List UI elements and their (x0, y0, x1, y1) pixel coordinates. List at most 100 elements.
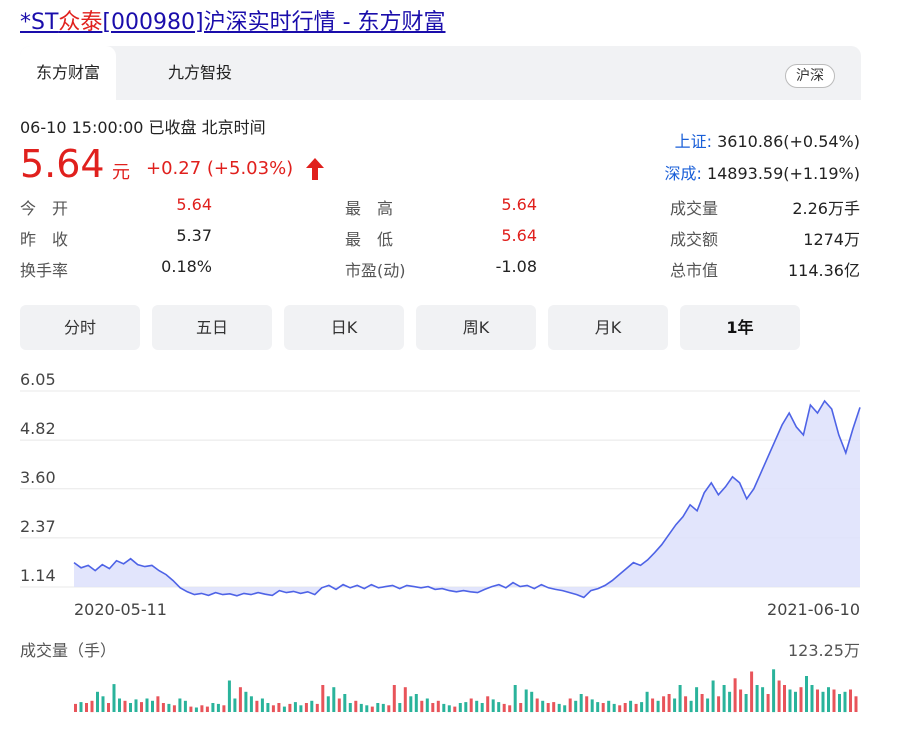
volume-bar (530, 691, 534, 713)
page-title-link[interactable]: *ST众泰[000980]沪深实时行情 - 东方财富 (20, 4, 446, 36)
volume-bar (332, 687, 336, 712)
volume-chart (74, 669, 858, 713)
index-name: 上证: (674, 132, 713, 151)
volume-bar (502, 703, 506, 712)
volume-bar (744, 694, 748, 712)
volume-bar (799, 687, 803, 712)
volume-bar (766, 694, 770, 712)
volume-bar (359, 703, 363, 712)
price-area (74, 401, 860, 598)
volume-bar (216, 703, 220, 712)
index-shenzhen[interactable]: 深成: 14893.59(+1.19%) (664, 160, 860, 184)
price-change: +0.27 (+5.03%) (146, 158, 294, 179)
period-button[interactable]: 月K (548, 305, 668, 350)
title-highlight: 众泰 (58, 10, 103, 35)
volume-bar (96, 691, 99, 713)
y-tick-label: 3.60 (20, 468, 56, 487)
volume-bar (321, 685, 325, 712)
stat-label: 市盈(动) (345, 261, 406, 280)
volume-bar (79, 702, 83, 712)
volume-bar (403, 687, 407, 712)
volume-bar (689, 700, 693, 713)
volume-bar (398, 703, 402, 712)
tab-dongfangcaifu[interactable]: 东方财富 (20, 46, 116, 100)
volume-bar (85, 703, 88, 712)
volume-bar (299, 705, 303, 713)
volume-bar (480, 703, 484, 712)
volume-bar (579, 694, 583, 712)
volume-bar (810, 685, 814, 712)
volume-bar (568, 698, 572, 712)
stat-value: 1274万 (803, 230, 860, 249)
volume-bar (816, 689, 819, 712)
volume-bar (183, 700, 187, 713)
volume-bar (596, 702, 600, 712)
volume-bar (266, 703, 270, 712)
index-name: 深成: (664, 164, 702, 183)
volume-bar (574, 700, 578, 713)
volume-bar (238, 687, 242, 712)
source-tabs: 东方财富 九方智投 沪深 (20, 46, 861, 100)
stat-label: 总市值 (670, 261, 719, 280)
stat-label: 成交额 (670, 230, 719, 249)
stat-value: 0.18% (161, 257, 212, 276)
period-button[interactable]: 1年 (680, 305, 800, 350)
volume-max-label: 123.25万 (788, 641, 860, 660)
volume-bar (123, 700, 127, 713)
volume-bar (414, 694, 418, 712)
volume-bar (151, 700, 154, 713)
period-button[interactable]: 日K (284, 305, 404, 350)
volume-bar (233, 698, 237, 712)
volume-bar (491, 699, 495, 712)
volume-bar (447, 705, 451, 713)
volume-bar (843, 691, 847, 713)
price-unit: 元 (112, 162, 130, 183)
tab-jiufangzhitou[interactable]: 九方智投 (168, 63, 233, 82)
market-badge[interactable]: 沪深 (785, 64, 835, 88)
period-button[interactable]: 五日 (152, 305, 272, 350)
volume-bar (90, 700, 94, 713)
period-button[interactable]: 周K (416, 305, 536, 350)
volume-bar (667, 694, 671, 712)
volume-bar (777, 680, 781, 712)
volume-bar (717, 696, 721, 712)
volume-bar (370, 706, 374, 712)
volume-bar (651, 698, 655, 712)
volume-bar (74, 703, 77, 712)
volume-bar (282, 706, 286, 712)
volume-bar (409, 696, 413, 712)
stat-value: -1.08 (495, 257, 537, 276)
volume-bar (739, 689, 743, 712)
stat-value: 5.37 (176, 226, 212, 245)
volume-bar (678, 685, 682, 712)
volume-bar (590, 699, 594, 712)
volume-bar (513, 685, 517, 712)
volume-bar (343, 694, 347, 712)
volume-bar (315, 703, 319, 712)
volume-bar (849, 689, 852, 712)
volume-bar (783, 685, 786, 712)
quote-timestamp: 06-10 15:00:00 已收盘 北京时间 (20, 118, 266, 137)
volume-bar (524, 689, 528, 712)
volume-bar (227, 680, 231, 712)
volume-bar (101, 696, 105, 712)
title-suffix: [000980]沪深实时行情 - 东方财富 (102, 10, 446, 35)
index-shanghai[interactable]: 上证: 3610.86(+0.54%) (675, 128, 860, 152)
volume-bar (788, 689, 792, 712)
volume-bar (700, 694, 704, 712)
volume-bar (107, 703, 110, 712)
volume-bar (750, 671, 754, 712)
volume-bar (458, 703, 462, 712)
volume-bar (508, 705, 512, 713)
x-tick-label: 2020-05-11 (74, 600, 167, 619)
volume-bar (140, 702, 143, 712)
period-button[interactable]: 分时 (20, 305, 140, 350)
volume-bar (519, 703, 523, 712)
volume-bar (288, 703, 292, 712)
volume-bar (733, 678, 737, 713)
volume-bar (249, 696, 253, 712)
volume-bar (832, 689, 836, 712)
volume-bar (711, 680, 715, 712)
volume-bar (541, 700, 545, 713)
volume-bar (695, 687, 699, 712)
